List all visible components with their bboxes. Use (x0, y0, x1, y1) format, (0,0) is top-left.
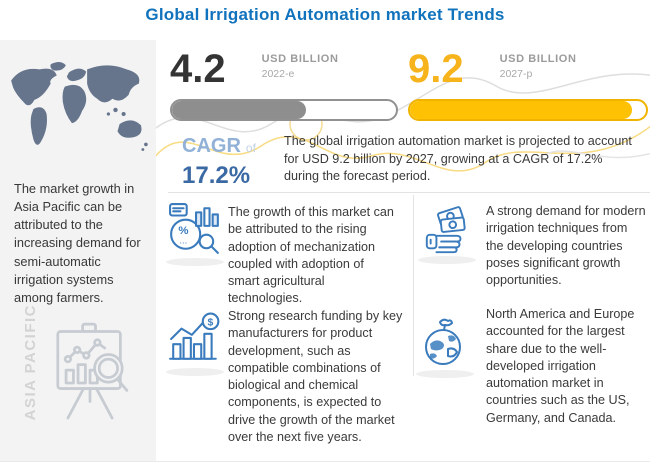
progress-bar-2027 (408, 99, 648, 121)
region-label: ASIA PACIFIC (22, 303, 39, 420)
cagr-label: CAGR (182, 135, 241, 157)
svg-text:...: ... (179, 236, 187, 246)
cash-in-hand-icon (425, 206, 466, 254)
progress-bar-2022 (170, 99, 398, 121)
asia-pacific-sidebar: The market growth in Asia Pacific can be… (0, 40, 156, 462)
stat-2027: 9.2 USD BILLION 2027-p (408, 48, 648, 121)
research-funding-chart-icon: $ (169, 312, 220, 360)
stat-2022-unit: USD BILLION (261, 53, 339, 65)
stat-2022-value: 4.2 (170, 47, 226, 91)
progress-bar-2027-fill (410, 101, 632, 119)
icon-shadow (166, 258, 224, 266)
progress-bar-2022-fill (172, 101, 307, 119)
quadrant-text-demand: A strong demand for modern irrigation te… (486, 204, 646, 287)
quadrant-text-funding: Strong research funding by key manufactu… (228, 309, 403, 444)
vertical-divider (413, 195, 414, 376)
icon-shadow (418, 256, 476, 264)
world-map-icon (11, 62, 148, 151)
page-title: Global Irrigation Automation market Tren… (145, 5, 505, 24)
stat-2027-unit: USD BILLION (499, 53, 577, 65)
market-summary: The global irrigation automation market … (284, 134, 632, 184)
cagr-connector: of (245, 141, 256, 155)
presentation-chart-magnifier-icon (56, 322, 129, 420)
quadrant-text-growth: The growth of this market can be attribu… (228, 205, 394, 306)
stat-2027-year: 2027-p (499, 68, 533, 80)
stat-2022: 4.2 USD BILLION 2022-e (170, 48, 398, 121)
svg-text:$: $ (207, 318, 213, 329)
cagr-block: CAGR of 17.2% (182, 135, 282, 190)
market-analysis-icon: % ... (169, 203, 219, 254)
quadrant-text-regions: North America and Europe accounted for t… (486, 307, 635, 425)
svg-text:%: % (178, 225, 188, 237)
stat-2027-value: 9.2 (408, 47, 464, 91)
cagr-value: 17.2% (182, 162, 251, 189)
bottom-border (0, 461, 650, 462)
sidebar-note: The market growth in Asia Pacific can be… (14, 181, 141, 305)
horizontal-divider (168, 192, 650, 193)
stat-2022-year: 2022-e (261, 68, 295, 80)
globe-agriculture-icon (425, 318, 461, 365)
icon-shadow (166, 368, 224, 376)
icon-shadow (416, 370, 474, 378)
main-panel: 4.2 USD BILLION 2022-e 9.2 USD BILLION 2… (156, 40, 650, 462)
